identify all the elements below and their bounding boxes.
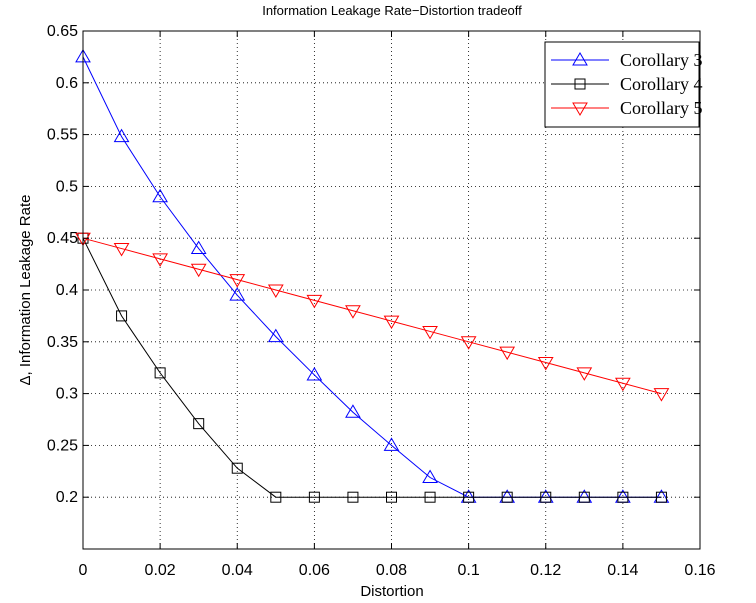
data-point: [345, 404, 361, 418]
legend-marker: [572, 52, 588, 66]
y-tick-label: 0.25: [47, 437, 78, 454]
x-tick-label: 0: [79, 562, 88, 579]
legend-label: Corollary 3: [620, 50, 703, 70]
y-tick-label: 0.35: [47, 334, 78, 351]
data-point: [306, 294, 323, 309]
data-point: [463, 491, 475, 503]
data-point: [152, 188, 168, 203]
x-tick-label: 0.1: [458, 562, 480, 579]
y-tick-label: 0.5: [56, 178, 78, 195]
series-corollary-4: [77, 232, 667, 503]
data-point: [499, 346, 516, 361]
data-point: [113, 243, 130, 257]
chart-title: Information Leakage Rate−Distortion trad…: [262, 3, 522, 18]
x-tick-label: 0.08: [376, 562, 407, 579]
legend-label: Corollary 5: [620, 98, 703, 118]
data-point: [116, 310, 128, 322]
data-point: [576, 367, 593, 381]
data-point: [460, 336, 477, 350]
data-point: [270, 491, 282, 503]
data-point: [229, 274, 246, 288]
data-point: [386, 491, 397, 503]
x-tick-label: 0.14: [607, 562, 638, 579]
data-point: [537, 357, 554, 371]
legend-marker: [574, 78, 586, 90]
legend-label: Corollary 4: [620, 74, 703, 94]
x-tick-label: 0.06: [299, 562, 330, 579]
y-tick-label: 0.55: [47, 127, 78, 144]
series-layer: [75, 48, 670, 503]
data-point: [152, 253, 168, 267]
data-point: [308, 491, 320, 503]
data-point: [655, 491, 667, 503]
y-tick-label: 0.3: [56, 386, 78, 403]
data-point: [113, 128, 130, 143]
data-point: [347, 491, 359, 503]
data-point: [617, 491, 629, 503]
data-point: [267, 328, 284, 343]
data-point: [424, 491, 436, 503]
legend-item: Corollary 5: [551, 98, 703, 118]
x-tick-label: 0.12: [530, 562, 561, 579]
data-point: [383, 315, 400, 330]
data-point: [267, 284, 284, 298]
x-tick-label: 0.16: [684, 562, 715, 579]
y-tick-label: 0.45: [47, 230, 78, 247]
x-tick-label: 0.04: [222, 562, 253, 579]
data-point: [193, 418, 205, 430]
data-point: [190, 240, 207, 255]
legend-item: Corollary 3: [551, 50, 703, 70]
data-point: [190, 263, 207, 278]
y-tick-label: 0.6: [56, 75, 78, 92]
data-point: [306, 366, 323, 381]
data-point: [154, 367, 166, 379]
series-line: [82, 237, 662, 395]
y-tick-label: 0.65: [47, 23, 78, 40]
ticks: 0 0.02 0.04 0.06 0.08 0.1 0.12 0.14 0.16 0.2 0.25 0…: [47, 23, 716, 579]
data-point: [229, 287, 246, 301]
legend: Corollary 3 Corollary 4 Corollary 5: [544, 41, 703, 128]
series-corollary-5: [75, 232, 670, 402]
x-tick-label: 0.02: [145, 562, 176, 579]
legend-marker: [572, 102, 588, 116]
data-point: [422, 469, 438, 484]
data-point: [615, 377, 631, 392]
data-point: [501, 491, 513, 503]
data-point: [383, 437, 400, 451]
data-point: [422, 325, 438, 340]
y-axis-title: Δ, Information Leakage Rate: [17, 195, 34, 386]
x-axis-title: Distortion: [360, 583, 423, 600]
data-point: [653, 388, 670, 402]
data-point: [540, 491, 552, 503]
data-point: [345, 305, 361, 319]
data-point: [231, 462, 243, 474]
y-tick-label: 0.2: [56, 489, 78, 506]
legend-item: Corollary 4: [551, 74, 703, 94]
series-line: [82, 237, 662, 498]
y-tick-label: 0.4: [56, 282, 78, 299]
data-point: [578, 491, 590, 503]
